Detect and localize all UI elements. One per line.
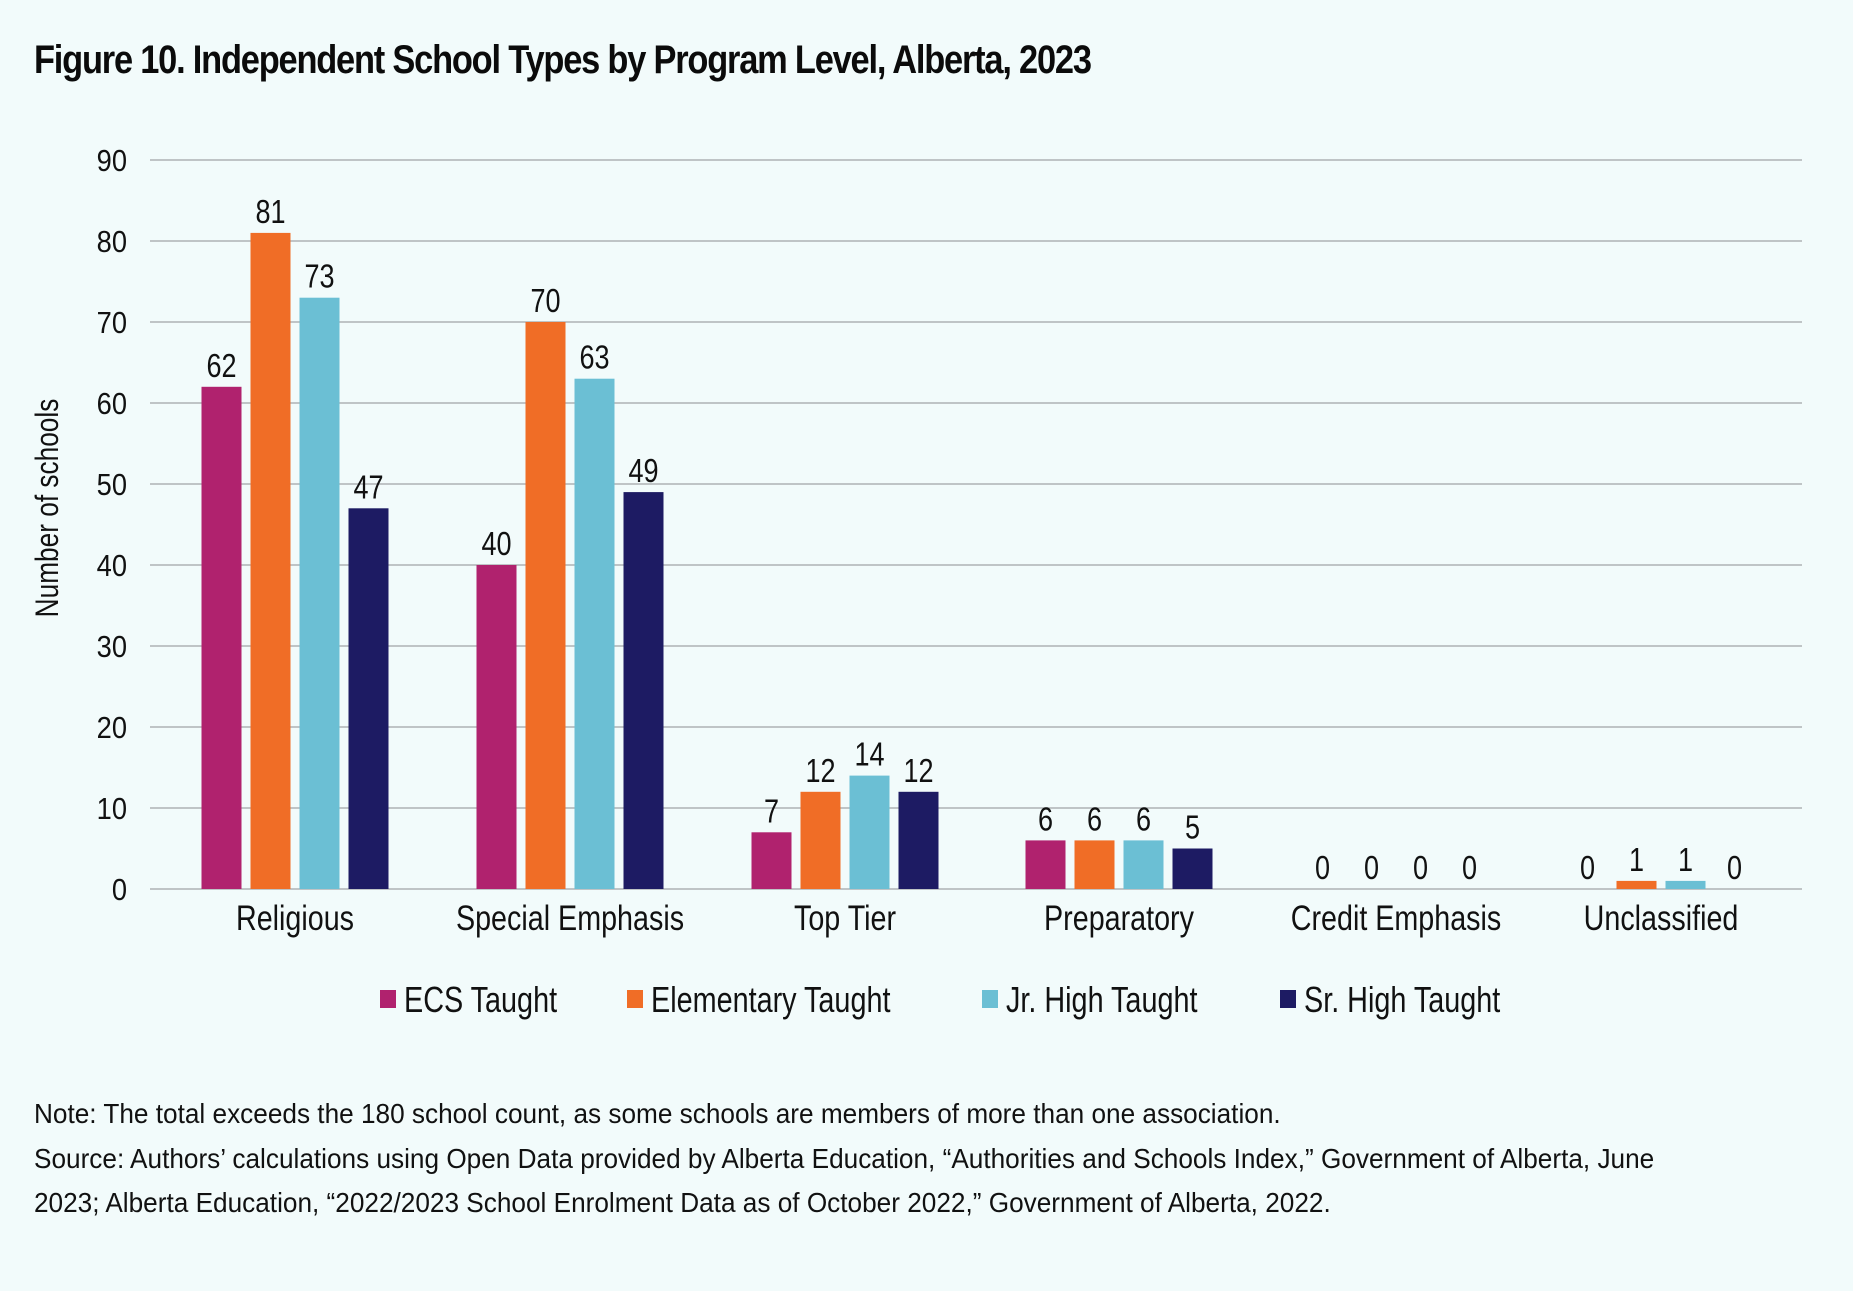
data-label: 62 [206, 348, 236, 384]
bars [201, 232, 1706, 889]
data-label: 49 [628, 454, 658, 490]
data-label: 6 [1087, 802, 1102, 838]
x-tick-label: Preparatory [1044, 898, 1194, 937]
y-tick-label: 10 [97, 792, 127, 826]
notes: Note: The total exceeds the 180 school c… [34, 1092, 1717, 1226]
gridlines [150, 159, 1802, 890]
bar [751, 832, 792, 889]
legend-swatch [627, 990, 643, 1008]
x-tick-label: Credit Emphasis [1291, 898, 1502, 937]
data-label: 40 [481, 527, 511, 563]
data-label: 5 [1185, 810, 1200, 846]
data-label: 73 [304, 259, 334, 295]
bar [800, 791, 841, 889]
y-axis-ticks: 0 10 20 30 40 50 60 70 80 90 [97, 144, 127, 907]
x-tick-label: Special Emphasis [456, 898, 684, 937]
bar [1123, 840, 1164, 889]
y-tick-label: 0 [112, 873, 127, 907]
bar [525, 322, 566, 889]
x-tick-label: Unclassified [1584, 898, 1739, 937]
legend-swatch [982, 990, 998, 1008]
data-label: 0 [1364, 851, 1379, 887]
legend-label: Sr. High Taught [1304, 979, 1500, 1020]
bar [623, 492, 664, 889]
y-tick-label: 60 [97, 387, 127, 421]
note-text: Note: The total exceeds the 180 school c… [34, 1098, 1281, 1129]
data-label: 0 [1315, 851, 1330, 887]
data-label: 6 [1136, 802, 1151, 838]
data-label: 12 [805, 753, 835, 789]
bar [574, 378, 615, 889]
data-label: 47 [353, 470, 383, 506]
bar [250, 232, 291, 889]
data-label: 12 [903, 753, 933, 789]
bar [1025, 840, 1066, 889]
legend-item: Elementary Taught [627, 979, 890, 1020]
bar [1074, 840, 1115, 889]
data-label: 0 [1413, 851, 1428, 887]
y-tick-label: 80 [97, 225, 127, 259]
y-tick-label: 40 [97, 549, 127, 583]
legend-swatch [380, 990, 396, 1008]
legend-swatch [1280, 990, 1296, 1008]
y-tick-label: 90 [97, 144, 127, 178]
data-label: 6 [1038, 802, 1053, 838]
source-text: Source: Authors’ calculations using Open… [34, 1142, 1655, 1219]
x-tick-label: Top Tier [794, 898, 896, 937]
y-tick-label: 30 [97, 630, 127, 664]
data-label: 0 [1580, 851, 1595, 887]
bar [476, 565, 517, 889]
data-label: 0 [1462, 851, 1477, 887]
y-axis-label: Number of schools [31, 399, 66, 618]
legend-item: ECS Taught [380, 979, 557, 1020]
legend-label: ECS Taught [404, 979, 557, 1020]
legend-item: Jr. High Taught [982, 979, 1197, 1020]
y-tick-label: 70 [97, 306, 127, 340]
legend-label: Jr. High Taught [1006, 979, 1197, 1020]
bar [1172, 848, 1213, 889]
data-label: 14 [854, 737, 884, 773]
bar [201, 386, 242, 889]
legend-item: Sr. High Taught [1280, 979, 1500, 1020]
data-label: 7 [764, 794, 779, 830]
y-tick-label: 20 [97, 711, 127, 745]
y-tick-label: 50 [97, 468, 127, 502]
data-label: 1 [1629, 842, 1644, 878]
data-label: 81 [255, 194, 285, 230]
legend: ECS Taught Elementary Taught Jr. High Taug… [380, 979, 1500, 1020]
data-label: 63 [579, 340, 609, 376]
chart-title: Figure 10. Independent School Types by P… [34, 38, 1092, 82]
legend-label: Elementary Taught [651, 979, 890, 1020]
bar [1665, 880, 1706, 889]
x-tick-label: Religious [236, 898, 354, 937]
x-axis-ticks: Religious Special Emphasis Top Tier Prepara… [236, 898, 1738, 937]
data-label: 0 [1727, 851, 1742, 887]
bar [849, 775, 890, 889]
data-label: 70 [530, 284, 560, 320]
bar [1616, 880, 1657, 889]
bar [898, 791, 939, 889]
bar [348, 508, 389, 889]
data-label: 1 [1678, 842, 1693, 878]
bar [299, 297, 340, 889]
